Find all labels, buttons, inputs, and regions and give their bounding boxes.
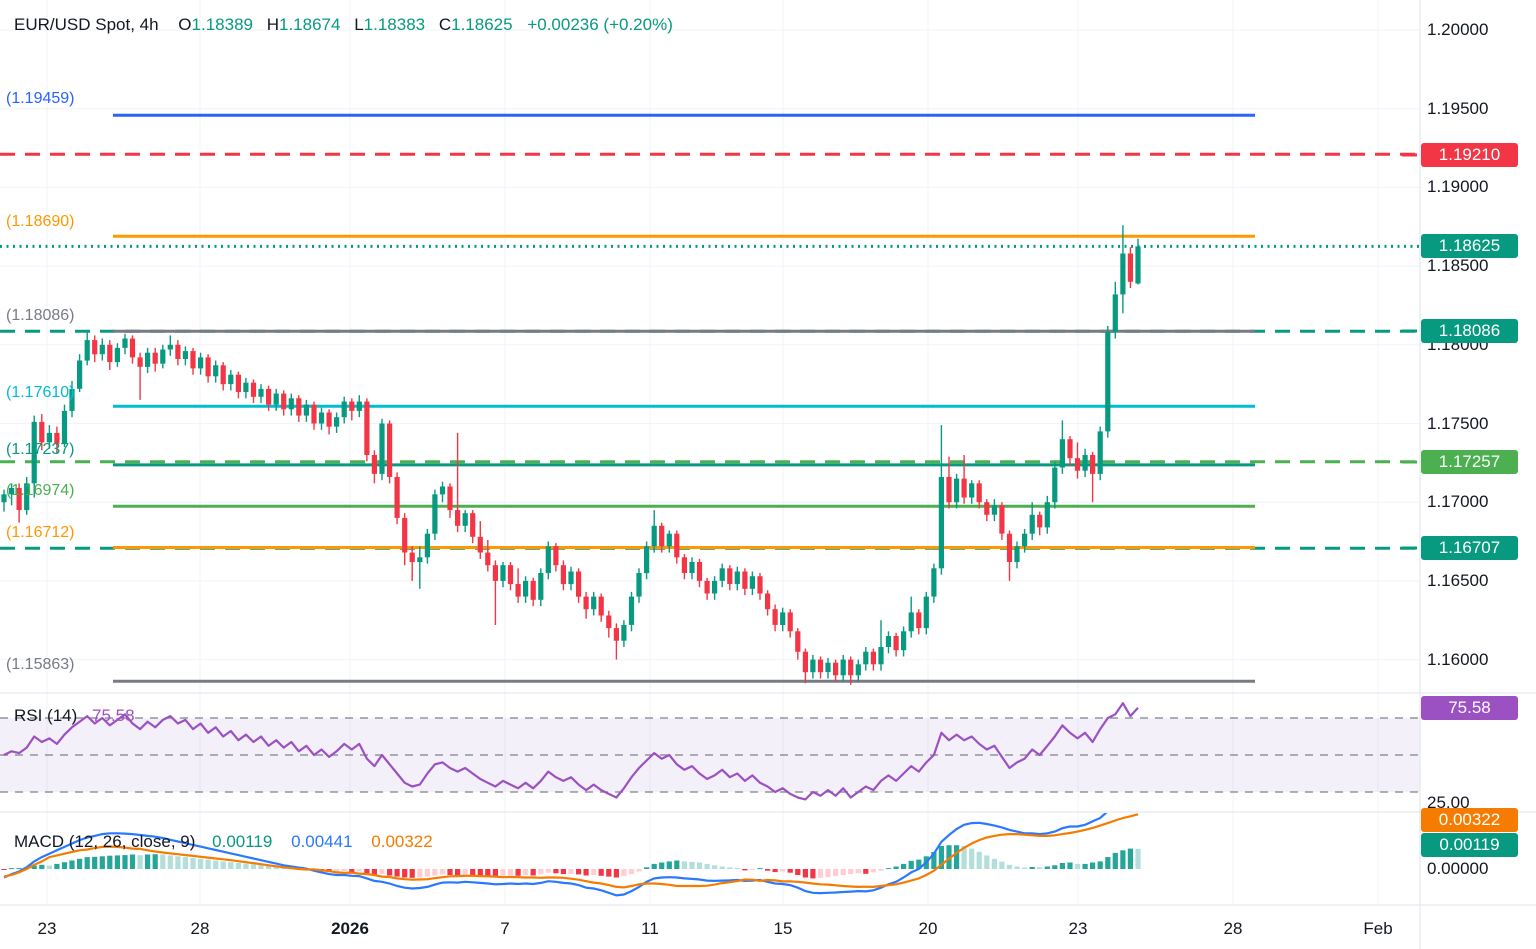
open-label: O: [178, 15, 192, 34]
time-label: 23: [1068, 919, 1088, 938]
time-label: 2026: [331, 919, 369, 938]
time-label: 23: [37, 919, 57, 938]
macd-line: [3, 813, 1108, 897]
price-tick: 0.00000: [1427, 859, 1489, 878]
macd-signal-value: 0.00322: [371, 832, 433, 851]
low-value: 1.18383: [363, 15, 426, 34]
level-label: (1.18086): [6, 307, 75, 324]
rsi-bands: [0, 717, 1420, 793]
rsi-line: [3, 702, 1139, 801]
level-lines[interactable]: [0, 113, 1420, 683]
macd-label: MACD (12, 26, close, 9): [14, 832, 196, 851]
price-badge: 75.58: [1421, 696, 1518, 720]
time-label: 7: [500, 919, 510, 938]
rsi-legend[interactable]: RSI (14) 75.58: [14, 706, 135, 726]
price-tick: 1.16500: [1427, 571, 1489, 590]
rsi-value: 75.58: [92, 706, 135, 725]
macd-histogram: [1, 845, 1141, 879]
price-tick: 1.20000: [1427, 20, 1489, 39]
level-label: (1.15863): [6, 656, 75, 673]
price-tick: 1.19500: [1427, 99, 1489, 118]
level-axis-stub: [1402, 329, 1417, 333]
price-badge: 1.19210: [1421, 143, 1518, 167]
level-label: (1.17610): [6, 384, 75, 401]
price-tick: 1.17500: [1427, 414, 1489, 433]
close-label: C: [438, 15, 452, 34]
grid: [0, 0, 1420, 905]
price-badge: 0.00119: [1421, 833, 1518, 857]
level-label: (1.18690): [6, 213, 75, 230]
time-label: 11: [641, 919, 659, 938]
price-tick: 1.17000: [1427, 492, 1489, 511]
level-axis-stub: [1402, 153, 1417, 157]
price-tick: 1.16000: [1427, 650, 1489, 669]
change-value: +0.00236 (+0.20%): [527, 15, 673, 34]
time-label: 15: [773, 919, 793, 938]
price-tick: 25.00: [1427, 793, 1470, 812]
time-label: Feb: [1363, 919, 1393, 938]
level-axis-stub: [1402, 546, 1417, 550]
level-axis-stub: [1402, 460, 1417, 464]
price-tick: 1.18500: [1427, 256, 1489, 275]
symbol-legend[interactable]: EUR/USD Spot, 4h O1.18389 H1.18674 L1.18…: [14, 15, 673, 35]
price-badge: 1.18086: [1421, 319, 1518, 343]
open-value: 1.18389: [191, 15, 253, 34]
close-value: 1.18625: [451, 15, 513, 34]
price-badge: 0.00322: [1421, 808, 1518, 832]
price-badge: 1.18625: [1421, 234, 1518, 258]
macd-line-value: 0.00441: [291, 832, 353, 851]
low-label: L: [354, 15, 364, 34]
level-label: (1.16974): [6, 482, 75, 499]
time-label: 28: [190, 919, 210, 938]
level-label: (1.17237): [6, 441, 75, 458]
high-label: H: [266, 15, 279, 34]
price-badge: 1.16707: [1421, 536, 1518, 560]
time-label: 20: [918, 919, 938, 938]
macd-hist-value: 0.00119: [212, 832, 273, 851]
price-tick: 1.19000: [1427, 177, 1489, 196]
high-value: 1.18674: [279, 15, 341, 34]
candlestick-series: [1, 225, 1141, 685]
symbol-title: EUR/USD Spot, 4h: [14, 15, 159, 34]
rsi-label: RSI (14): [14, 706, 78, 725]
level-label: (1.19459): [6, 90, 75, 107]
time-label: 28: [1223, 919, 1243, 938]
level-label: (1.16712): [6, 524, 75, 541]
price-badge: 1.17257: [1421, 450, 1518, 474]
macd-signal-line: [3, 813, 1139, 889]
macd-legend[interactable]: MACD (12, 26, close, 9) 0.00119 0.00441 …: [14, 832, 433, 852]
